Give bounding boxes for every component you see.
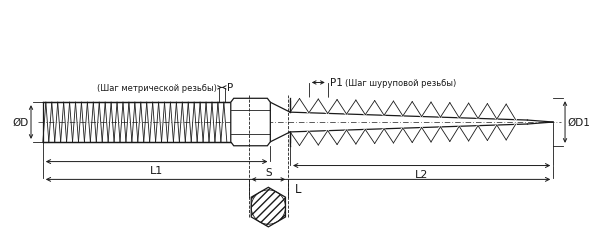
Text: ØD: ØD — [13, 118, 29, 128]
Polygon shape — [251, 188, 286, 227]
Text: P: P — [227, 83, 233, 93]
Text: P1: P1 — [329, 78, 343, 88]
Polygon shape — [231, 99, 271, 146]
Text: L2: L2 — [415, 169, 428, 179]
Text: L: L — [295, 182, 301, 196]
Text: L1: L1 — [150, 165, 163, 175]
Text: (Шаг метрической резьбы): (Шаг метрической резьбы) — [97, 84, 217, 92]
Text: S: S — [265, 168, 272, 178]
Text: (Шаг шуруповой резьбы): (Шаг шуруповой резьбы) — [346, 79, 457, 88]
Text: ØD1: ØD1 — [567, 118, 590, 128]
